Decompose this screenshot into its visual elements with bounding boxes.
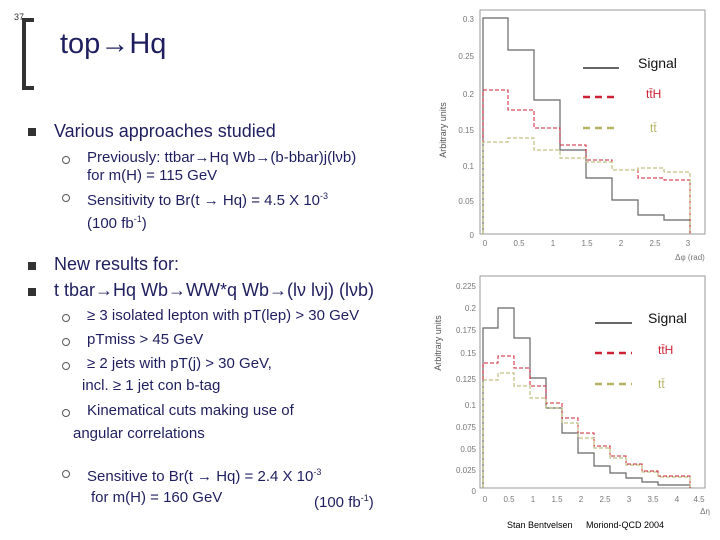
- y-tick-label: 0.3: [463, 15, 475, 24]
- footer-event: Moriond-QCD 2004: [586, 520, 665, 530]
- legend-tth-label: tt̄H: [646, 87, 661, 101]
- sub-bullet-sensitive-mass: for m(H) = 160 GeV: [91, 489, 223, 506]
- slide-title: top→Hq: [60, 28, 167, 60]
- sub-bullet-kinematical-cont: angular correlations: [73, 425, 205, 442]
- sub-bullet-previously: Previously: ttbar→Hq Wb→(b-bbar)j(lνb) f…: [87, 149, 357, 184]
- x-tick-label: 2.5: [599, 495, 611, 504]
- x-tick-label: 4.5: [693, 495, 705, 504]
- x-tick-label: 0.5: [513, 239, 525, 248]
- sub-bullet-marker: [62, 194, 70, 202]
- title-bracket: [22, 18, 34, 90]
- y-tick-label: 0.225: [456, 282, 477, 291]
- plot-delta-phi: Arbitrary units 0.3 0.25 0.2 0.15 0.1 0.…: [438, 9, 706, 262]
- sub-bullet-marker: [62, 409, 70, 417]
- x-tick-label: 0: [483, 495, 488, 504]
- sub-bullet-marker: [62, 470, 70, 478]
- bullet-various: Various approaches studied: [54, 121, 276, 141]
- x-axis-label: Δη: [700, 507, 710, 516]
- tth-histogram: [482, 355, 691, 488]
- x-tick-label: 2: [579, 495, 584, 504]
- y-tick-label: 0.05: [460, 445, 476, 454]
- sub-bullet-kinematical: Kinematical cuts making use of: [87, 402, 294, 419]
- y-tick-label: 0.15: [458, 126, 474, 135]
- signal-histogram: [482, 307, 691, 488]
- slide-number: 37: [14, 12, 25, 22]
- sub-bullet-marker: [62, 314, 70, 322]
- plot-delta-eta: Arbitrary units 0.225 0.2 0.175 0.15 0.1…: [433, 275, 710, 516]
- plot-frame: [479, 275, 706, 489]
- bullet-new-results: New results for:: [54, 254, 180, 274]
- bullet-marker: [28, 288, 36, 296]
- x-tick-label: 0: [483, 239, 488, 248]
- sub-bullet-sensitivity: Sensitivity to Br(t → Hq) = 4.5 X 10-3 (…: [87, 191, 329, 232]
- x-tick-label: 0.5: [503, 495, 515, 504]
- legend-tth-label: tt̄H: [658, 343, 673, 357]
- y-tick-label: 0.125: [456, 375, 477, 384]
- bullet-process: t tbar→Hq Wb→WW*q Wb→(lν lνj) (lνb): [54, 280, 375, 300]
- legend-signal-label: Signal: [648, 310, 687, 326]
- y-tick-label: 0.175: [456, 326, 477, 335]
- x-tick-label: 1.5: [581, 239, 593, 248]
- bullet-marker: [28, 262, 36, 270]
- sub-bullet-marker: [62, 156, 70, 164]
- sub-bullet-sensitive: Sensitive to Br(t → Hq) = 2.4 X 10-3: [87, 467, 322, 485]
- sub-bullet-marker: [62, 338, 70, 346]
- legend-tt-label: tt̄: [658, 377, 665, 391]
- y-tick-label: 0.2: [463, 90, 475, 99]
- sub-bullet-jets-cont: incl. ≥ 1 jet con b-tag: [82, 377, 221, 394]
- x-axis-label: Δφ (rad): [675, 253, 705, 262]
- x-tick-label: 3: [627, 495, 632, 504]
- x-tick-label: 1: [551, 239, 556, 248]
- y-tick-label: 0.05: [458, 197, 474, 206]
- y-axis-label: Arbitrary units: [438, 102, 448, 158]
- x-tick-label: 2: [619, 239, 624, 248]
- y-axis-label: Arbitrary units: [433, 315, 443, 371]
- legend-signal-label: Signal: [638, 55, 677, 71]
- y-tick-label: 0.1: [463, 162, 475, 171]
- sub-bullet-ptmiss: pTmiss > 45 GeV: [87, 331, 204, 348]
- x-tick-label: 2.5: [649, 239, 661, 248]
- x-tick-label: 1.5: [551, 495, 563, 504]
- plot-frame: [479, 9, 706, 235]
- footer-author: Stan Bentvelsen: [507, 520, 573, 530]
- y-tick-label: 0: [472, 487, 477, 496]
- tt-histogram: [482, 372, 691, 488]
- signal-histogram: [482, 17, 691, 234]
- y-tick-label: 0.025: [456, 466, 477, 475]
- x-tick-label: 1: [531, 495, 536, 504]
- y-tick-label: 0.15: [460, 349, 476, 358]
- sub-bullet-isolated-lepton: ≥ 3 isolated lepton with pT(lep) > 30 Ge…: [87, 307, 360, 324]
- y-tick-label: 0.075: [456, 423, 477, 432]
- legend-tt-label: tt̄: [650, 121, 657, 135]
- y-tick-label: 0.25: [458, 52, 474, 61]
- x-tick-label: 3.5: [647, 495, 659, 504]
- sub-bullet-marker: [62, 362, 70, 370]
- x-tick-label: 4: [675, 495, 680, 504]
- tth-histogram: [482, 89, 691, 234]
- sub-bullet-sensitive-lumi: (100 fb-1): [314, 493, 374, 511]
- x-tick-label: 3: [686, 239, 691, 248]
- y-tick-label: 0: [470, 231, 475, 240]
- y-tick-label: 0.1: [465, 401, 477, 410]
- bullet-marker: [28, 128, 36, 136]
- sub-bullet-jets: ≥ 2 jets with pT(j) > 30 GeV,: [87, 355, 272, 372]
- tt-histogram: [482, 137, 691, 234]
- y-tick-label: 0.2: [465, 304, 477, 313]
